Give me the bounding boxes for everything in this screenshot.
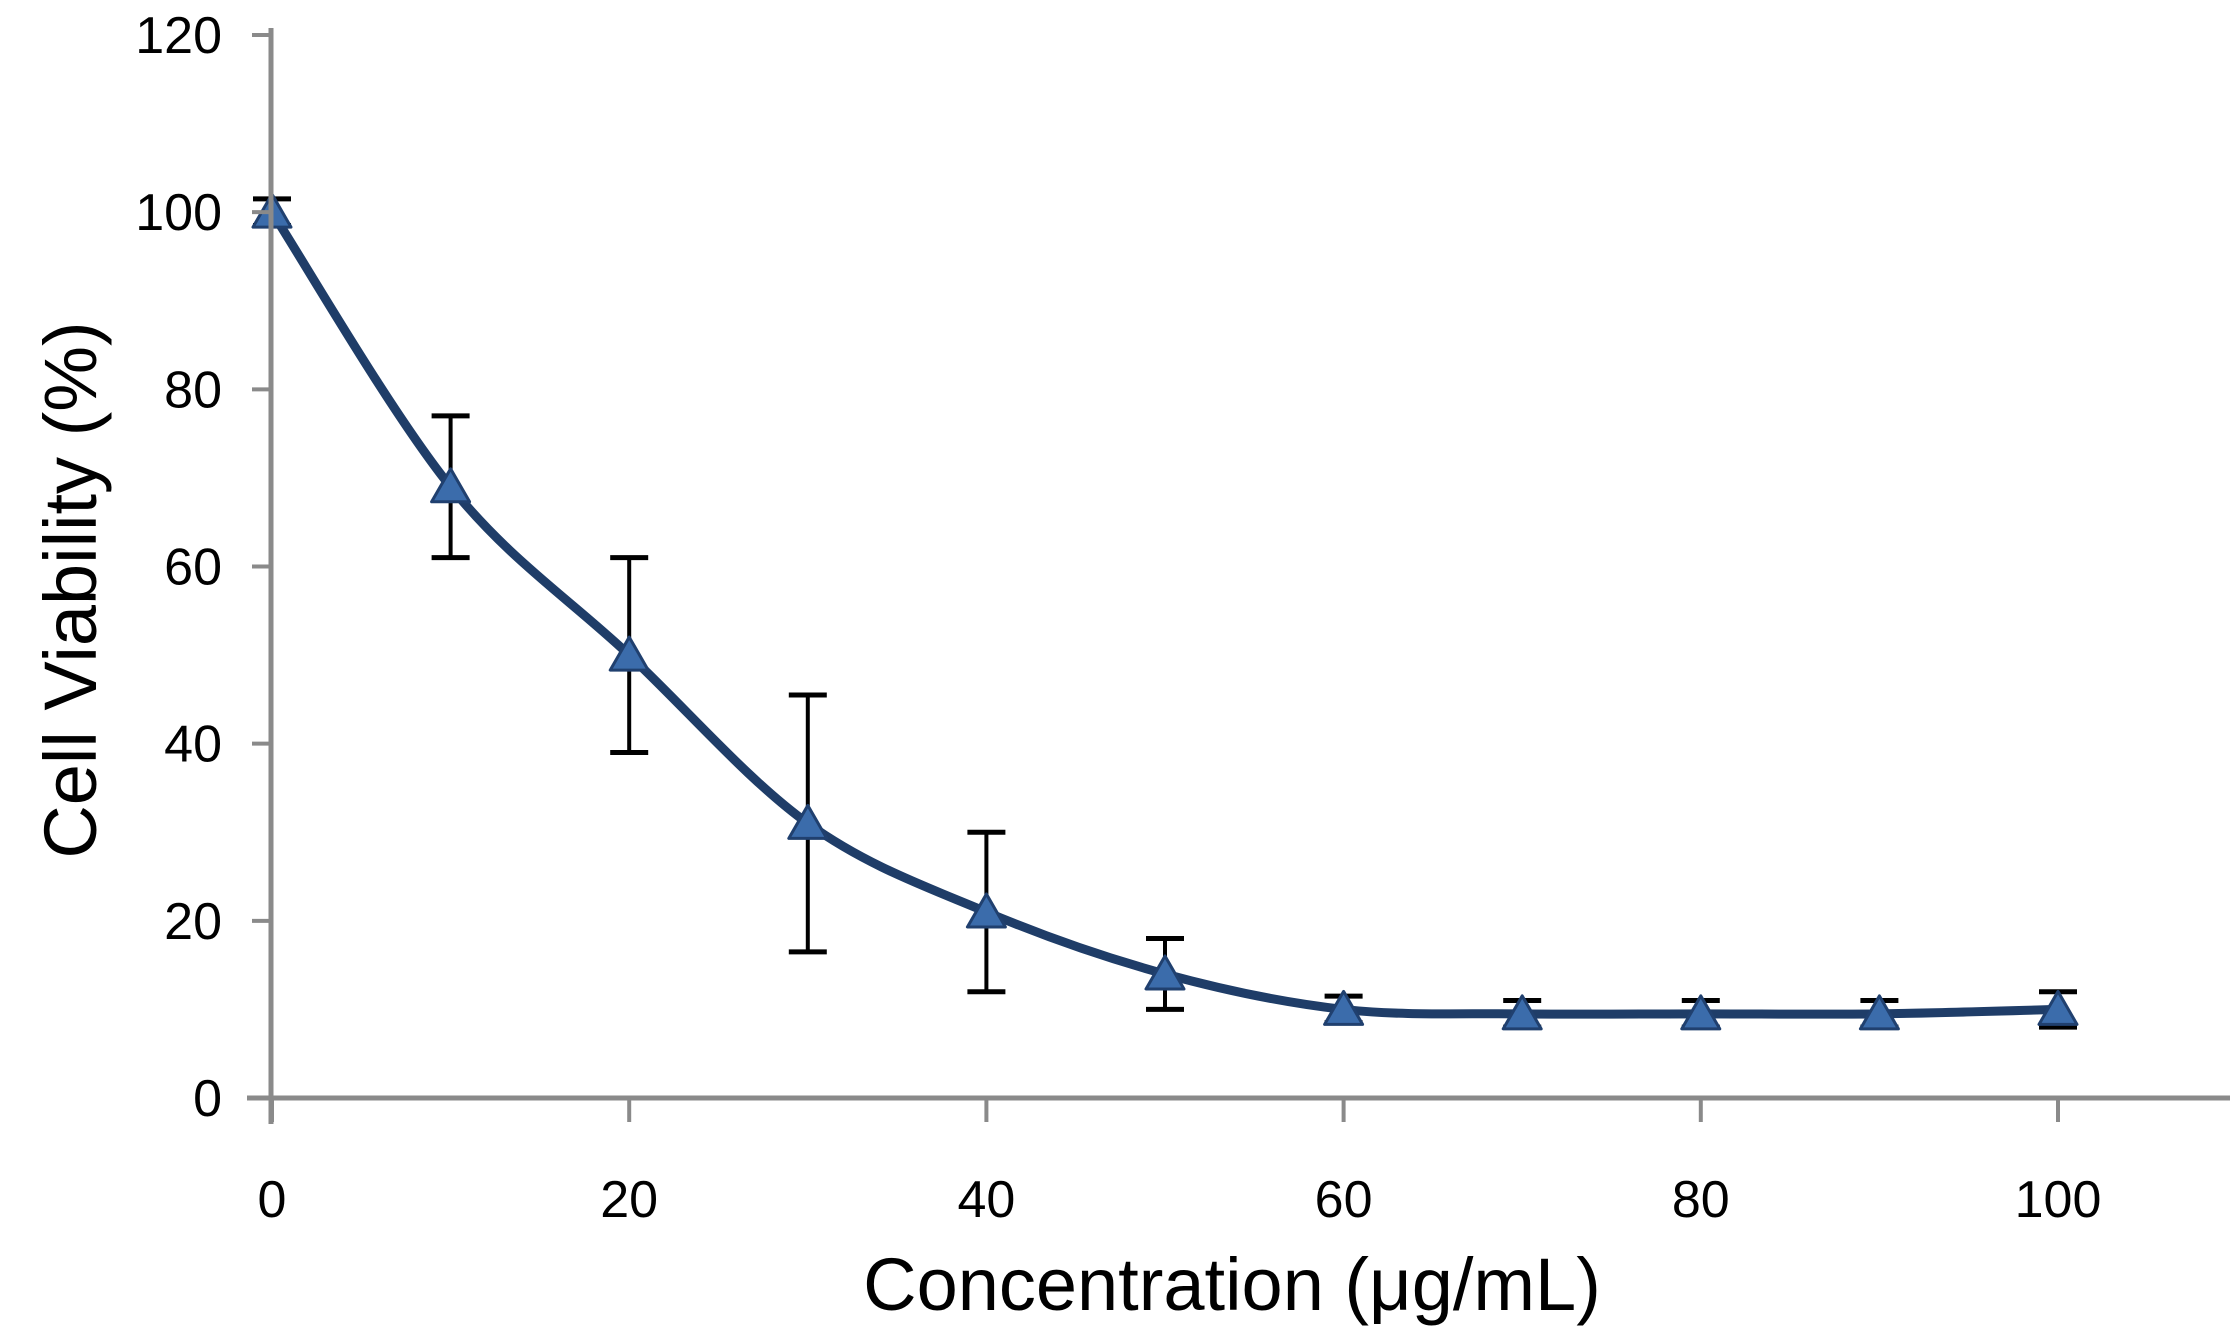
axes-layer: 0 20 40 60 80 100 120 0 20 40 60 80 100: [135, 7, 2230, 1229]
y-tick-label: 100: [135, 184, 222, 242]
series-line: [267, 207, 2063, 1019]
series-line-layer: [267, 207, 2063, 1019]
y-axis-title: Cell Viability (%): [29, 321, 112, 858]
data-point-marker: [430, 467, 472, 504]
data-point-marker: [608, 635, 650, 672]
x-tick-label: 20: [600, 1171, 658, 1229]
x-tick-label: 40: [957, 1171, 1015, 1229]
error-bars-layer: [253, 196, 2077, 1030]
y-tick-label: 120: [135, 7, 222, 65]
y-tick-label: 40: [164, 716, 222, 774]
data-points-layer: [251, 192, 2079, 1031]
x-tick-label: 60: [1315, 1171, 1373, 1229]
y-tick-label: 60: [164, 539, 222, 597]
y-tick-label: 80: [164, 361, 222, 419]
x-tick-label: 0: [258, 1171, 287, 1229]
data-point-marker: [1501, 994, 1543, 1031]
data-point-marker: [1858, 994, 1900, 1031]
data-point-marker: [787, 803, 829, 840]
x-axis-title: Concentration (μg/mL): [863, 1243, 1601, 1326]
data-point-marker: [2037, 989, 2079, 1026]
y-tick-label: 0: [193, 1070, 222, 1128]
data-point-marker: [1680, 994, 1722, 1031]
y-tick-label: 20: [164, 893, 222, 951]
data-point-marker: [965, 892, 1007, 929]
x-tick-label: 80: [1672, 1171, 1730, 1229]
x-tick-label: 100: [2015, 1171, 2102, 1229]
data-point-marker: [1323, 989, 1365, 1026]
data-point-marker: [1144, 954, 1186, 991]
